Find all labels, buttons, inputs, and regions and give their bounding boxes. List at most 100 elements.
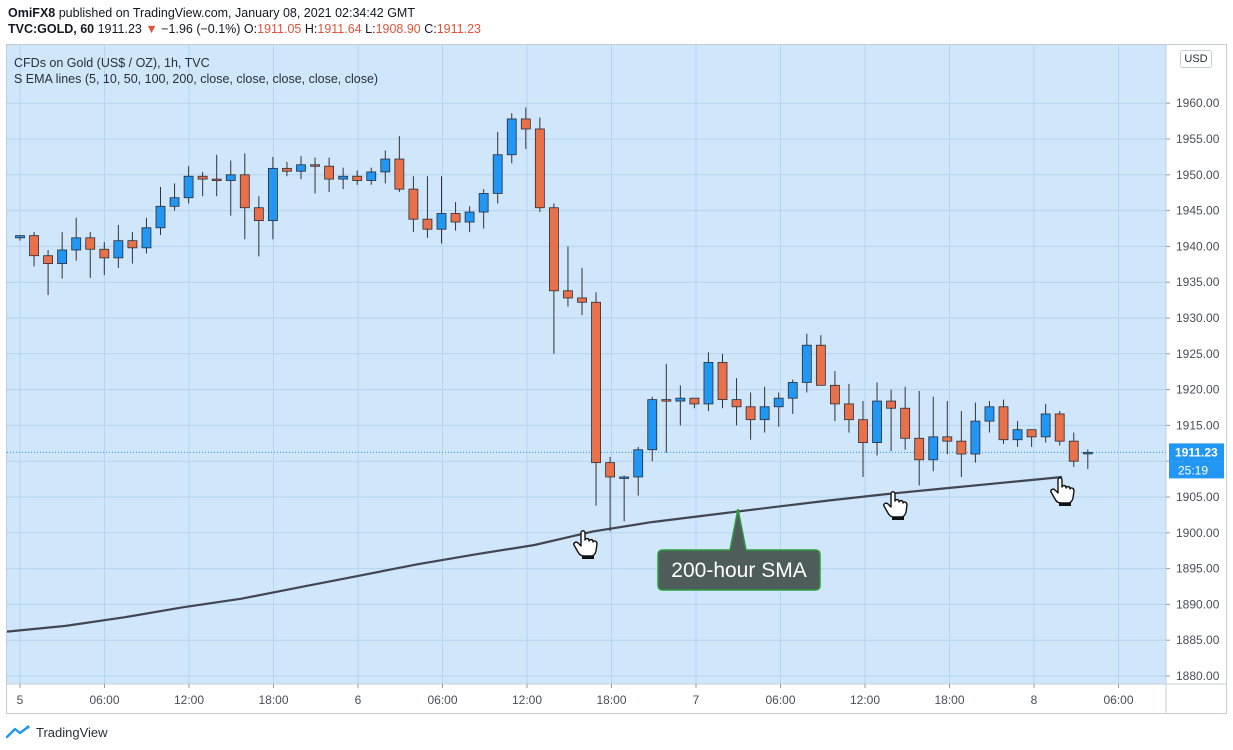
candle[interactable] (534, 117, 545, 213)
candle[interactable] (577, 267, 587, 316)
candle[interactable] (520, 107, 531, 150)
candle[interactable] (787, 379, 798, 414)
candle-body (591, 301, 601, 464)
candle[interactable] (830, 370, 840, 422)
candle[interactable] (352, 170, 363, 185)
candle[interactable] (211, 154, 222, 197)
candle[interactable] (43, 249, 53, 296)
candle[interactable] (478, 189, 489, 229)
candle[interactable] (914, 391, 925, 486)
plot-background (7, 45, 1166, 684)
candle[interactable] (282, 161, 292, 177)
candle[interactable] (970, 402, 981, 463)
candle[interactable] (801, 333, 812, 393)
candle[interactable] (394, 136, 405, 192)
candle[interactable] (183, 166, 194, 204)
publisher-name[interactable]: OmiFX8 (8, 6, 56, 20)
candle[interactable] (886, 389, 896, 452)
candle[interactable] (563, 246, 573, 307)
candle[interactable] (844, 383, 854, 433)
candle[interactable] (225, 160, 236, 216)
price-tick-label: 1900.00 (1176, 526, 1220, 540)
candle[interactable] (239, 153, 250, 240)
candle[interactable] (506, 113, 517, 164)
candle[interactable] (703, 352, 714, 412)
candle[interactable] (1012, 421, 1023, 447)
candle[interactable] (745, 392, 756, 440)
candle[interactable] (15, 234, 25, 241)
candle[interactable] (759, 386, 770, 433)
price-axis[interactable]: 1880.00 1885.00 1890.00 1895.00 1900.00 1905.… (1166, 96, 1224, 683)
candle[interactable] (731, 378, 742, 426)
candle[interactable] (717, 353, 728, 409)
candle[interactable] (647, 396, 658, 462)
candle[interactable] (450, 202, 461, 231)
candle[interactable] (815, 335, 826, 386)
candle[interactable] (85, 232, 96, 278)
high-label: H: (304, 22, 318, 36)
candle[interactable] (408, 176, 419, 233)
candle[interactable] (338, 167, 349, 190)
candle[interactable] (267, 156, 278, 240)
candle[interactable] (858, 401, 868, 477)
candle[interactable] (591, 292, 601, 506)
sma-callout[interactable]: 200-hour SMA (657, 508, 821, 591)
candle[interactable] (197, 171, 208, 197)
candle[interactable] (1068, 432, 1079, 467)
candle[interactable] (29, 232, 39, 267)
candle[interactable] (422, 176, 433, 238)
candle[interactable] (942, 401, 953, 455)
candle[interactable] (605, 456, 615, 532)
candle[interactable] (998, 399, 1009, 445)
candle[interactable] (984, 401, 995, 433)
plot-area[interactable]: 200-hour SMA (7, 107, 1166, 633)
candle[interactable] (169, 183, 180, 211)
candle[interactable] (310, 157, 320, 194)
candle[interactable] (113, 224, 124, 268)
publish-line: OmiFX8 published on TradingView.com, Jan… (8, 6, 415, 21)
candle[interactable] (1082, 449, 1093, 470)
candle[interactable] (1040, 403, 1051, 443)
candle[interactable] (872, 382, 882, 456)
candle[interactable] (436, 176, 447, 244)
candle[interactable] (71, 217, 82, 261)
candle-body (773, 397, 784, 408)
candle[interactable] (773, 392, 784, 427)
candle[interactable] (1026, 429, 1037, 447)
candle[interactable] (324, 157, 335, 192)
currency-badge[interactable]: USD (1180, 50, 1212, 68)
candle[interactable] (253, 196, 264, 257)
candle[interactable] (619, 475, 630, 522)
candle[interactable] (127, 232, 138, 264)
candle[interactable] (633, 446, 644, 496)
indicator-legend[interactable]: S EMA lines (5, 10, 50, 100, 200, close,… (14, 72, 379, 86)
candle[interactable] (549, 203, 559, 354)
time-axis[interactable]: 5 06:00 12:00 18:00 6 06:00 12:00 18:00 7 06:00 12… (17, 684, 1134, 707)
price-tick-label: 1940.00 (1176, 239, 1220, 253)
candle[interactable] (661, 363, 672, 453)
sma-callout-text: 200-hour SMA (671, 559, 806, 582)
price-tick-label: 1925.00 (1176, 347, 1220, 361)
candle[interactable] (99, 242, 110, 276)
candle[interactable] (296, 156, 306, 180)
candle[interactable] (928, 396, 939, 472)
candle[interactable] (1054, 411, 1065, 446)
candle[interactable] (155, 186, 166, 235)
tradingview-logo-icon (6, 725, 30, 739)
candle[interactable] (675, 385, 686, 426)
candle-body (900, 407, 911, 439)
candle[interactable] (900, 386, 911, 450)
candle[interactable] (956, 411, 967, 477)
footer-branding[interactable]: TradingView (6, 722, 108, 742)
price-tick-label: 1915.00 (1176, 418, 1220, 432)
candle[interactable] (464, 206, 475, 233)
candle[interactable] (380, 150, 391, 184)
candle[interactable] (492, 131, 503, 204)
candle[interactable] (366, 167, 377, 185)
sma-200-line[interactable] (7, 475, 1063, 633)
candle[interactable] (141, 217, 152, 254)
candle[interactable] (689, 397, 700, 409)
published-text: published on TradingView.com, January 08… (58, 6, 415, 20)
candle[interactable] (57, 232, 68, 279)
